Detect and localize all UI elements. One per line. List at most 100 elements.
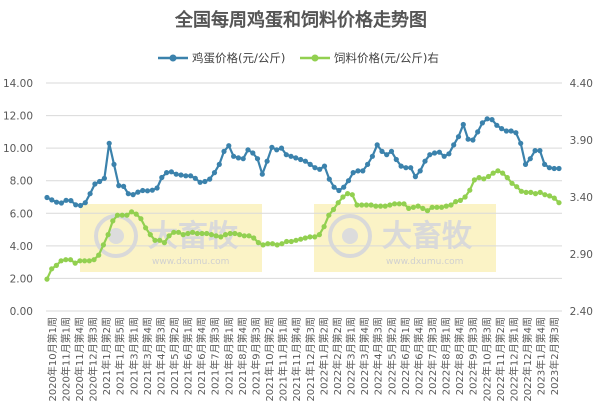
data-point-feed (100, 242, 106, 248)
left-tick-label: 6.00 (10, 208, 33, 220)
data-point-feed (382, 203, 388, 209)
x-tick-label: 2022年6月第4周 (412, 317, 425, 395)
data-point-egg (350, 170, 356, 176)
data-point-feed (255, 240, 261, 246)
data-point-feed (185, 230, 191, 237)
data-point-egg (82, 200, 88, 206)
data-point-egg (202, 178, 208, 185)
data-point-feed (537, 189, 543, 195)
data-point-egg (293, 155, 299, 161)
left-axis: 0.00 2.00 4.00 6.00 8.00 10.00 12.00 14.00 (3, 78, 33, 318)
x-tick-label: 2023年1月第4周 (535, 317, 548, 395)
data-point-egg (365, 161, 371, 167)
data-point-feed (363, 202, 369, 208)
data-point-feed (316, 232, 322, 238)
data-point-feed (194, 230, 200, 237)
data-point-feed (485, 173, 492, 180)
data-point-feed (222, 232, 229, 238)
data-point-egg (92, 181, 98, 187)
right-tick-label: 4.40 (570, 78, 593, 90)
data-point-feed (213, 233, 219, 239)
data-point-egg (221, 148, 227, 154)
data-point-feed (133, 211, 139, 217)
data-point-feed (377, 203, 384, 209)
data-point-egg (542, 161, 548, 167)
data-point-egg (216, 161, 222, 167)
data-point-feed (138, 216, 144, 222)
data-point-feed (246, 233, 252, 239)
data-point-feed (514, 184, 520, 190)
data-point-egg (374, 142, 380, 148)
data-point-egg (412, 174, 418, 180)
right-tick-label: 2.40 (570, 306, 593, 318)
data-point-egg (159, 174, 165, 181)
x-tick-label: 2020年11月第1周 (59, 317, 72, 402)
data-point-egg (154, 185, 160, 191)
data-point-feed (208, 232, 214, 238)
data-point-egg (235, 155, 241, 161)
data-point-egg (121, 183, 127, 189)
left-tick-label: 2.00 (10, 273, 33, 285)
series-layer (44, 116, 562, 282)
data-point-feed (199, 230, 205, 237)
data-point-feed (467, 187, 473, 193)
data-point-feed (368, 202, 374, 208)
series-feed (44, 168, 562, 282)
data-point-feed (204, 230, 210, 237)
data-point-feed (67, 257, 74, 263)
data-point-egg (245, 147, 251, 153)
data-point-egg (207, 176, 213, 182)
x-tick-label: 2022年5月第2周 (385, 317, 398, 395)
data-point-egg (388, 148, 395, 154)
data-point-feed (77, 258, 83, 264)
data-point-egg (168, 169, 174, 175)
data-point-egg (164, 170, 170, 176)
data-point-feed (556, 200, 562, 206)
watermark-brand: 大畜牧 (382, 219, 473, 254)
data-point-egg (446, 151, 452, 157)
data-point-egg (484, 116, 490, 122)
data-point-feed (232, 230, 238, 237)
data-point-feed (490, 170, 496, 176)
right-tick-label: 3.40 (570, 192, 593, 204)
left-tick-label: 14.00 (3, 78, 33, 90)
data-point-feed (500, 170, 506, 176)
data-point-feed (523, 189, 529, 195)
data-point-egg (465, 136, 471, 142)
watermark: 大畜牧 www.dxumu.com (314, 204, 496, 272)
data-point-egg (73, 202, 79, 208)
data-point-feed (359, 202, 365, 208)
data-point-feed (495, 168, 501, 174)
data-point-egg (408, 165, 414, 171)
data-point-feed (110, 218, 116, 224)
data-point-feed (448, 202, 454, 208)
data-point-egg (63, 197, 69, 203)
data-point-feed (190, 229, 196, 235)
data-point-egg (116, 183, 122, 189)
data-point-feed (443, 203, 449, 209)
data-point-egg (499, 126, 505, 132)
x-tick-label: 2020年12月第3周 (87, 317, 100, 402)
x-tick-label: 2021年11月第4周 (290, 317, 303, 402)
x-tick-label: 2022年11月第2周 (494, 317, 507, 402)
data-point-egg (475, 129, 481, 135)
data-point-egg (274, 147, 280, 153)
data-point-feed (410, 204, 416, 210)
data-point-feed (462, 194, 468, 200)
data-point-egg (140, 187, 146, 194)
data-point-egg (451, 142, 457, 148)
data-point-egg (97, 178, 103, 185)
data-point-feed (481, 176, 487, 182)
data-point-egg (489, 117, 495, 123)
data-point-egg (331, 184, 337, 190)
x-tick-label: 2021年1月第2周 (100, 317, 113, 395)
legend-item-egg: 鸡蛋价格(元/公斤) (158, 51, 285, 65)
data-point-egg (135, 189, 141, 195)
data-point-egg (259, 171, 265, 177)
data-point-egg (130, 192, 136, 198)
right-axis: 2.40 2.90 3.40 3.90 4.40 (570, 78, 593, 318)
data-point-feed (260, 242, 266, 248)
data-point-feed (509, 180, 515, 186)
